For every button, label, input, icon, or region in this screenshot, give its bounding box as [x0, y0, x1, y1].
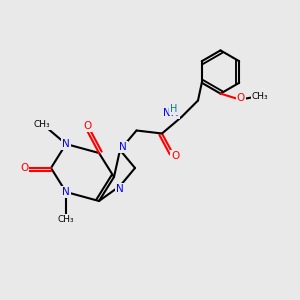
Text: O: O: [171, 151, 180, 161]
Text: O: O: [83, 121, 91, 131]
Text: O: O: [237, 93, 245, 103]
Text: CH₃: CH₃: [58, 215, 74, 224]
Text: NH: NH: [163, 107, 178, 118]
Text: CH₃: CH₃: [34, 120, 50, 129]
Text: H: H: [170, 104, 178, 115]
Text: N: N: [119, 142, 127, 152]
Text: O: O: [20, 163, 28, 173]
Text: CH₃: CH₃: [252, 92, 268, 101]
Text: N: N: [62, 139, 70, 149]
Text: N: N: [62, 187, 70, 197]
Text: N: N: [116, 184, 124, 194]
